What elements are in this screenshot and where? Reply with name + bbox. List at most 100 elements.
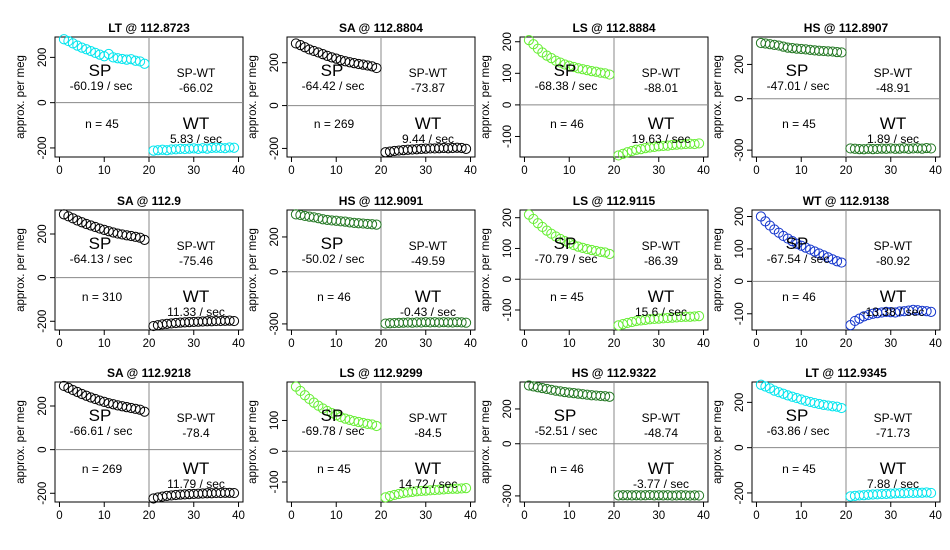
data-point [693,138,705,149]
y-tick-label: -100 [502,125,514,148]
x-tick-label: 30 [884,165,897,177]
data-point [796,240,807,251]
x-tick-label: 40 [232,510,245,522]
data-point [366,61,378,72]
x-tick-label: 20 [608,338,621,350]
data-point [317,49,328,60]
data-point [800,242,811,253]
panel-title: SA @ 112.9 [117,194,181,208]
data-point [90,47,101,58]
wt-label: WT [415,287,441,306]
y-tick-label: -200 [734,481,746,504]
data-points [290,381,472,503]
y-tick-label: 100 [269,411,281,430]
n-count: n = 45 [85,117,119,131]
data-point [295,40,306,51]
spwt-value: -66.02 [179,81,213,95]
x-tick-label: 0 [753,338,759,350]
data-point [818,250,829,261]
y-tick-label: 0 [734,96,746,102]
spwt-label: SP-WT [177,411,216,425]
data-point [67,384,79,396]
panel-7: LS @ 112.9115 0 10 20 30 40 -100 0 100 200 approx.… [480,194,710,350]
spwt-label: SP-WT [874,66,913,80]
x-tick-label: 30 [884,510,897,522]
x-tick-label: 20 [608,510,621,522]
x-tick-label: 10 [98,165,111,177]
data-point [460,483,472,494]
panel-3: LS @ 112.8884 0 10 20 30 40 -100 0 100 200 approx.… [480,21,710,177]
y-axis-label: approx. per meg [15,228,27,312]
data-point [371,420,382,432]
y-tick-label: -100 [734,302,746,325]
sp-rate: -69.78 / sec [302,424,365,438]
sp-label: SP [321,234,344,253]
data-point [58,34,70,45]
y-axis-label: approx. per meg [15,55,27,139]
y-tick-label: -300 [502,484,514,507]
data-point [769,385,780,396]
n-count: n = 46 [550,117,584,131]
x-tick-label: 20 [840,165,853,177]
sp-label: SP [321,61,344,80]
x-tick-label: 0 [521,165,527,177]
wt-rate: 11.79 / sec [167,477,225,491]
x-tick-label: 30 [652,510,665,522]
spwt-label: SP-WT [177,66,216,80]
x-tick-label: 0 [288,510,294,522]
data-point [76,42,87,53]
data-point [827,254,838,265]
data-point [366,219,378,230]
data-point [689,490,700,501]
data-points [58,34,240,156]
wt-label: WT [880,287,906,306]
y-axis-label: approx. per meg [712,400,724,484]
spwt-label: SP-WT [177,239,216,253]
data-point [85,220,96,231]
spwt-label: SP-WT [409,66,448,80]
spwt-value: -48.74 [644,426,678,440]
x-tick-label: 30 [419,510,432,522]
sp-label: SP [89,406,112,425]
sp-label: SP [786,234,809,253]
x-tick-label: 20 [375,338,388,350]
data-points [755,211,937,331]
data-point [564,238,575,249]
y-axis-label: approx. per meg [247,55,259,139]
data-point [326,407,337,419]
data-point [81,390,92,401]
x-tick-label: 10 [795,338,808,350]
y-tick-label: 0 [269,102,281,108]
y-axis-label: approx. per meg [15,400,27,484]
n-count: n = 46 [317,290,351,304]
y-tick-label: 0 [502,102,514,108]
data-point [326,52,337,63]
y-tick-label: 200 [37,48,49,67]
x-tick-label: 0 [521,510,527,522]
n-count: n = 45 [550,290,584,304]
y-tick-label: -100 [269,470,281,493]
data-point [831,256,843,267]
wt-rate: -0.43 / sec [400,305,456,319]
data-point [76,388,87,400]
sp-label: SP [786,61,809,80]
x-tick-label: 40 [464,165,477,177]
x-tick-label: 10 [563,165,576,177]
data-point [335,411,346,423]
sp-rate: -68.38 / sec [535,79,598,93]
y-tick-label: 200 [734,207,746,226]
x-tick-label: 30 [652,338,665,350]
data-point [130,55,141,66]
data-point [228,315,240,327]
data-point [689,138,700,150]
data-point [90,221,101,233]
y-tick-label: 200 [734,55,746,74]
wt-label: WT [183,459,209,478]
spwt-value: -75.46 [179,254,213,268]
data-point [822,252,834,263]
data-points [755,37,937,155]
sp-rate: -47.01 / sec [767,79,830,93]
data-point [921,487,932,498]
sp-rate: -64.42 / sec [302,79,365,93]
data-point [604,69,615,80]
